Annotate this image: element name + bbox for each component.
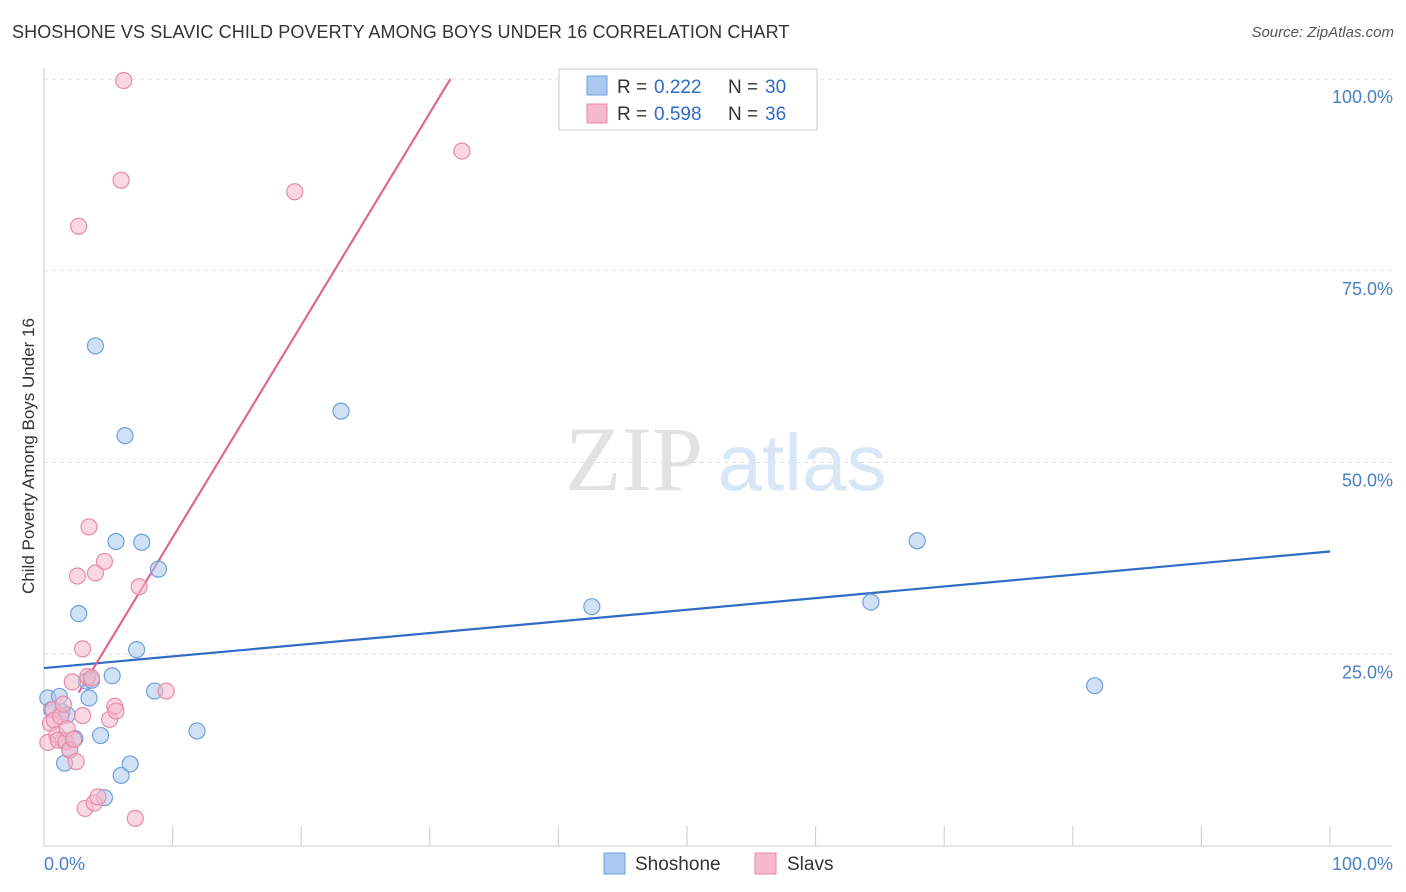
- point-shoshone-29: [908, 532, 926, 550]
- point-slavs-23: [86, 564, 105, 582]
- point-slavs-21: [82, 669, 101, 687]
- point-slavs-11: [63, 673, 81, 691]
- legend-r-value-slavs: 0.598: [654, 104, 702, 125]
- tick-labels: 25.0% 50.0% 75.0% 100.0% 0.0% 100.0%: [44, 87, 1393, 874]
- point-slavs-28: [107, 702, 125, 720]
- legend-swatch-shoshone: [586, 75, 608, 96]
- legend: R = 0.222 N = 30 R = 0.598 N = 36: [558, 68, 818, 131]
- point-shoshone-14: [91, 726, 110, 745]
- point-slavs-12: [64, 730, 83, 748]
- point-slavs-35: [453, 142, 471, 160]
- point-slavs-32: [130, 578, 148, 596]
- x-tick-label-1: 100.0%: [1332, 854, 1393, 874]
- point-shoshone-13: [86, 337, 105, 355]
- point-slavs-14: [68, 567, 87, 585]
- legend-swatch-slavs: [586, 103, 608, 124]
- watermark-zip: ZIP: [565, 408, 703, 510]
- point-shoshone-26: [332, 402, 350, 420]
- trendline-slavs: [77, 78, 452, 694]
- point-slavs-30: [115, 71, 133, 90]
- y-tick-label-0: 25.0%: [1342, 662, 1393, 682]
- chart-title: SHOSHONE VS SLAVIC CHILD POVERTY AMONG B…: [12, 22, 790, 42]
- point-shoshone-17: [107, 532, 125, 551]
- series-legend-swatch-slavs: [754, 852, 777, 875]
- point-slavs-33: [157, 682, 175, 700]
- series-legend: Shoshone Slavs: [603, 852, 833, 875]
- legend-r-value-shoshone: 0.222: [654, 77, 702, 98]
- point-shoshone-11: [80, 689, 98, 707]
- legend-n-label-shoshone: N =: [728, 77, 763, 98]
- point-shoshone-28: [862, 593, 880, 611]
- chart-source: Source: ZipAtlas.com: [1251, 24, 1394, 41]
- axes: [43, 68, 1392, 847]
- series-legend-label-shoshone: Shoshone: [635, 854, 721, 875]
- point-shoshone-16: [103, 667, 121, 685]
- point-shoshone-24: [149, 560, 168, 578]
- point-shoshone-19: [116, 427, 134, 445]
- y-tick-label-2: 75.0%: [1342, 279, 1393, 299]
- point-slavs-24: [89, 788, 107, 806]
- trendline-shoshone: [43, 550, 1331, 670]
- series-legend-swatch-shoshone: [603, 852, 626, 875]
- x-tick-label-0: 0.0%: [44, 854, 85, 874]
- point-shoshone-9: [70, 604, 88, 623]
- point-slavs-13: [67, 753, 85, 771]
- point-shoshone-25: [188, 722, 206, 740]
- y-axis-label: Child Poverty Among Boys Under 16: [19, 318, 38, 594]
- point-slavs-25: [95, 552, 114, 571]
- gridlines: [44, 78, 1392, 655]
- point-slavs-29: [112, 171, 130, 189]
- y-tick-label-1: 50.0%: [1342, 471, 1393, 491]
- point-shoshone-18: [112, 766, 130, 785]
- series-legend-label-slavs: Slavs: [787, 854, 833, 875]
- point-slavs-7: [54, 695, 72, 713]
- legend-n-label-slavs: N =: [728, 104, 763, 125]
- trendlines: [43, 78, 1331, 694]
- legend-n-value-slavs: 36: [765, 104, 786, 125]
- point-shoshone-20: [121, 755, 139, 773]
- point-slavs-34: [286, 183, 304, 201]
- point-slavs-31: [126, 809, 144, 827]
- point-slavs-15: [70, 217, 88, 235]
- point-shoshone-22: [133, 533, 151, 551]
- legend-n-value-shoshone: 30: [765, 77, 786, 98]
- point-slavs-16: [73, 640, 92, 658]
- legend-r-label-shoshone: R =: [617, 77, 652, 98]
- point-slavs-17: [73, 707, 92, 725]
- watermark-atlas: atlas: [718, 418, 887, 507]
- point-shoshone-21: [127, 641, 146, 659]
- point-shoshone-27: [583, 598, 601, 616]
- legend-r-label-slavs: R =: [617, 104, 652, 125]
- data-points: [39, 71, 1104, 827]
- point-slavs-20: [80, 518, 98, 536]
- y-tick-label-3: 100.0%: [1332, 87, 1393, 107]
- watermark: ZIP atlas: [565, 408, 886, 510]
- point-shoshone-30: [1086, 677, 1104, 695]
